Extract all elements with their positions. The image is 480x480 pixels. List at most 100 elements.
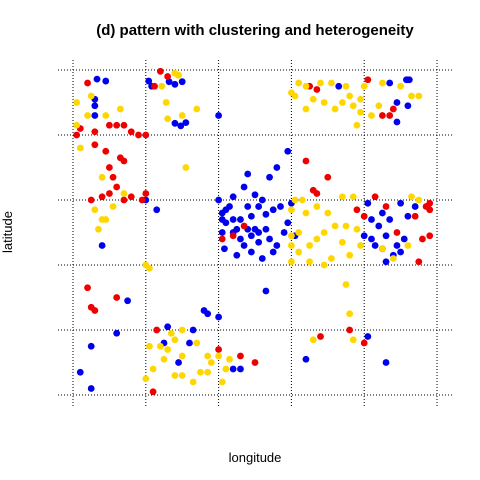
gold-point-29 bbox=[338, 99, 346, 106]
red-point-35 bbox=[411, 212, 419, 220]
red-point-7 bbox=[106, 121, 113, 129]
red-point-58 bbox=[251, 359, 259, 366]
blue-point-104 bbox=[364, 333, 372, 340]
gold-point-93 bbox=[193, 339, 201, 347]
blue-point-15 bbox=[240, 183, 248, 191]
gold-point-72 bbox=[415, 196, 423, 204]
gold-point-70 bbox=[295, 229, 303, 236]
gold-point-33 bbox=[353, 121, 361, 129]
blue-point-69 bbox=[382, 232, 390, 240]
red-point-43 bbox=[371, 193, 379, 201]
gold-point-59 bbox=[306, 258, 313, 266]
gold-point-83 bbox=[164, 346, 172, 353]
red-point-51 bbox=[426, 232, 434, 240]
gold-point-23 bbox=[295, 79, 303, 87]
blue-point-6 bbox=[171, 80, 179, 88]
red-point-23 bbox=[127, 193, 135, 201]
gold-point-85 bbox=[178, 352, 186, 360]
gold-point-60 bbox=[320, 261, 328, 269]
gold-point-35 bbox=[320, 99, 328, 106]
blue-point-97 bbox=[215, 313, 223, 321]
blue-point-59 bbox=[153, 206, 161, 214]
blue-point-44 bbox=[226, 203, 233, 210]
blue-point-25 bbox=[255, 203, 263, 210]
blue-point-10 bbox=[171, 119, 179, 127]
gold-point-68 bbox=[338, 193, 346, 201]
red-point-26 bbox=[120, 196, 128, 204]
red-point-27 bbox=[229, 232, 237, 240]
blue-point-31 bbox=[237, 235, 244, 243]
gold-point-75 bbox=[346, 310, 354, 318]
red-point-29 bbox=[218, 235, 226, 243]
gold-point-7 bbox=[87, 92, 95, 100]
red-point-20 bbox=[106, 190, 113, 197]
gold-point-14 bbox=[98, 173, 106, 181]
red-point-32 bbox=[302, 157, 310, 165]
red-point-11 bbox=[135, 131, 142, 139]
blue-point-89 bbox=[113, 329, 121, 337]
gold-point-12 bbox=[102, 112, 110, 119]
blue-point-90 bbox=[98, 242, 106, 249]
red-point-62 bbox=[360, 339, 368, 347]
blue-point-54 bbox=[277, 203, 284, 210]
gold-point-20 bbox=[120, 190, 128, 197]
gold-point-46 bbox=[342, 82, 350, 90]
blue-point-93 bbox=[189, 326, 197, 334]
blue-point-19 bbox=[273, 164, 281, 171]
red-point-0 bbox=[156, 67, 164, 75]
red-point-2 bbox=[151, 82, 158, 90]
blue-point-78 bbox=[379, 209, 386, 217]
red-point-22 bbox=[87, 196, 95, 204]
gold-point-30 bbox=[346, 92, 354, 100]
gold-point-88 bbox=[197, 368, 204, 376]
gold-point-94 bbox=[171, 336, 179, 344]
red-point-39 bbox=[393, 229, 401, 236]
blue-point-84 bbox=[404, 212, 412, 220]
blue-point-88 bbox=[87, 342, 95, 350]
gold-point-74 bbox=[342, 281, 350, 288]
blue-point-17 bbox=[266, 173, 273, 181]
blue-point-52 bbox=[218, 209, 226, 217]
gold-point-50 bbox=[302, 209, 310, 217]
gold-point-86 bbox=[178, 372, 186, 379]
blue-point-16 bbox=[251, 191, 259, 199]
blue-point-50 bbox=[262, 225, 270, 233]
gold-point-101 bbox=[178, 326, 186, 334]
red-point-40 bbox=[382, 203, 390, 210]
gold-point-6 bbox=[193, 105, 201, 113]
gold-point-97 bbox=[142, 375, 150, 383]
blue-point-40 bbox=[233, 251, 241, 259]
blue-point-75 bbox=[360, 232, 368, 240]
blue-point-47 bbox=[233, 225, 241, 233]
red-point-36 bbox=[419, 235, 426, 243]
red-point-19 bbox=[113, 183, 121, 191]
gold-point-26 bbox=[309, 95, 317, 103]
gold-point-67 bbox=[349, 193, 357, 201]
blue-point-67 bbox=[393, 118, 401, 126]
blue-point-66 bbox=[335, 82, 343, 90]
gold-point-80 bbox=[404, 242, 412, 249]
blue-point-11 bbox=[177, 122, 185, 130]
blue-point-9 bbox=[91, 112, 99, 119]
red-point-57 bbox=[215, 346, 223, 353]
blue-point-34 bbox=[266, 235, 273, 243]
red-point-13 bbox=[91, 141, 99, 149]
blue-point-73 bbox=[397, 199, 404, 207]
blue-point-8 bbox=[91, 102, 99, 110]
blue-point-92 bbox=[164, 323, 172, 331]
blue-point-55 bbox=[255, 229, 263, 236]
gold-point-3 bbox=[162, 99, 170, 106]
gold-point-37 bbox=[288, 89, 295, 97]
blue-point-1 bbox=[93, 75, 101, 83]
blue-point-70 bbox=[393, 242, 401, 249]
blue-point-74 bbox=[371, 242, 379, 249]
gold-point-54 bbox=[320, 229, 328, 236]
gold-point-42 bbox=[408, 92, 415, 100]
blue-point-32 bbox=[247, 232, 255, 240]
gold-point-45 bbox=[360, 82, 368, 90]
blue-point-41 bbox=[221, 245, 228, 253]
blue-point-28 bbox=[258, 196, 266, 204]
blue-point-53 bbox=[284, 219, 292, 227]
gold-point-21 bbox=[182, 164, 190, 171]
blue-point-71 bbox=[400, 235, 408, 243]
